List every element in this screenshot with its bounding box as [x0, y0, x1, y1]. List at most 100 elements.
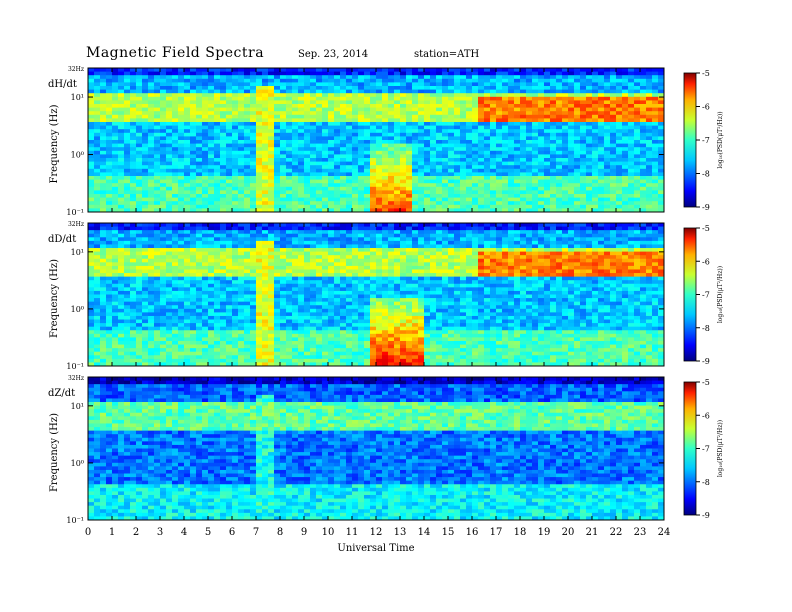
spectrogram-cell [574, 129, 581, 134]
spectrogram-cell [382, 165, 389, 170]
spectrogram-cell [298, 179, 305, 184]
spectrogram-cell [550, 132, 557, 137]
spectrogram-cell [136, 172, 143, 177]
spectrogram-cell [244, 111, 251, 116]
spectrogram-cell [208, 161, 215, 166]
spectrogram-cell [220, 323, 227, 328]
spectrogram-cell [436, 197, 443, 202]
spectrogram-cell [574, 147, 581, 152]
spectrogram-cell [304, 129, 311, 134]
spectrogram-cell [346, 68, 353, 72]
spectrogram-cell [136, 89, 143, 94]
spectrogram-cell [268, 96, 275, 101]
spectrogram-cell [574, 118, 581, 123]
spectrogram-cell [268, 82, 275, 87]
spectrogram-cell [160, 71, 167, 76]
spectrogram-cell [484, 201, 491, 206]
spectrogram-cell [142, 294, 149, 299]
spectrogram-cell [514, 165, 521, 170]
spectrogram-cell [340, 111, 347, 116]
spectrogram-cell [556, 190, 563, 195]
spectrogram-cell [88, 154, 95, 159]
spectrogram-cell [460, 86, 467, 90]
spectrogram-cell [118, 186, 125, 191]
spectrogram-cell [220, 233, 227, 238]
spectrogram-cell [280, 68, 287, 72]
spectrogram-cell [610, 118, 617, 123]
spectrogram-cell [406, 197, 413, 202]
spectrogram-cell [172, 351, 179, 356]
spectrogram-cell [574, 114, 581, 119]
spectrogram-cell [478, 161, 485, 166]
spectrogram-cell [112, 168, 119, 173]
spectrogram-cell [430, 158, 437, 162]
spectrogram-cell [622, 194, 629, 198]
spectrogram-cell [340, 78, 347, 83]
spectrogram-cell [532, 78, 539, 83]
spectrogram-cell [562, 140, 569, 144]
spectrogram-cell [118, 158, 125, 162]
spectrogram-cell [190, 315, 197, 320]
spectrogram-cell [460, 176, 467, 180]
spectrogram-cell [148, 290, 155, 295]
spectrogram-cell [88, 269, 95, 274]
spectrogram-cell [190, 143, 197, 148]
spectrogram-cell [580, 136, 587, 141]
spectrogram-cell [202, 100, 209, 105]
spectrogram-cell [658, 172, 665, 177]
spectrogram-cell [118, 71, 125, 76]
spectrogram-cell [634, 158, 641, 162]
spectrogram-cell [658, 168, 665, 173]
spectrogram-cell [202, 240, 209, 245]
spectrogram-cell [250, 147, 257, 152]
spectrogram-cell [586, 197, 593, 202]
spectrogram-cell [376, 176, 383, 180]
spectrogram-cell [226, 82, 233, 87]
spectrogram-cell [382, 154, 389, 159]
spectrogram-cell [322, 208, 329, 213]
spectrogram-cell [394, 132, 401, 137]
spectrogram-cell [262, 122, 269, 126]
spectrogram-cell [538, 132, 545, 137]
spectrogram-cell [586, 161, 593, 166]
spectrogram-cell [244, 326, 251, 331]
spectrogram-cell [430, 129, 437, 134]
spectrogram-cell [202, 269, 209, 274]
spectrogram-cell [640, 136, 647, 141]
spectrogram-cell [460, 147, 467, 152]
spectrogram-cell [100, 237, 107, 242]
spectrogram-cell [400, 132, 407, 137]
spectrogram-cell [598, 140, 605, 144]
spectrogram-cell [142, 255, 149, 260]
spectrogram-cell [574, 136, 581, 141]
spectrogram-cell [160, 158, 167, 162]
spectrogram-cell [94, 172, 101, 177]
spectrogram-cell [274, 104, 281, 108]
spectrogram-cell [88, 237, 95, 242]
spectrogram-cell [418, 107, 425, 112]
spectrogram-cell [544, 194, 551, 198]
spectrogram-cell [640, 86, 647, 90]
spectrogram-cell [232, 237, 239, 242]
spectrogram-cell [430, 143, 437, 148]
spectrogram-cell [190, 330, 197, 335]
spectrogram-cell [94, 230, 101, 235]
spectrogram-cell [448, 165, 455, 170]
spectrogram-cell [502, 82, 509, 87]
spectrogram-cell [448, 197, 455, 202]
spectrogram-cell [640, 168, 647, 173]
spectrogram-cell [310, 93, 317, 98]
spectrogram-cell [484, 89, 491, 94]
spectrogram-cell [124, 269, 131, 274]
spectrogram-cell [130, 125, 137, 130]
spectrogram-cell [142, 118, 149, 123]
spectrogram-cell [238, 351, 245, 356]
spectrogram-cell [262, 75, 269, 80]
spectrogram-cell [226, 326, 233, 331]
spectrogram-cell [508, 96, 515, 101]
spectrogram-cell [106, 122, 113, 126]
spectrogram-cell [160, 233, 167, 238]
spectrogram-cell [490, 86, 497, 90]
spectrogram-cell [106, 258, 113, 263]
spectrogram-cell [244, 330, 251, 335]
